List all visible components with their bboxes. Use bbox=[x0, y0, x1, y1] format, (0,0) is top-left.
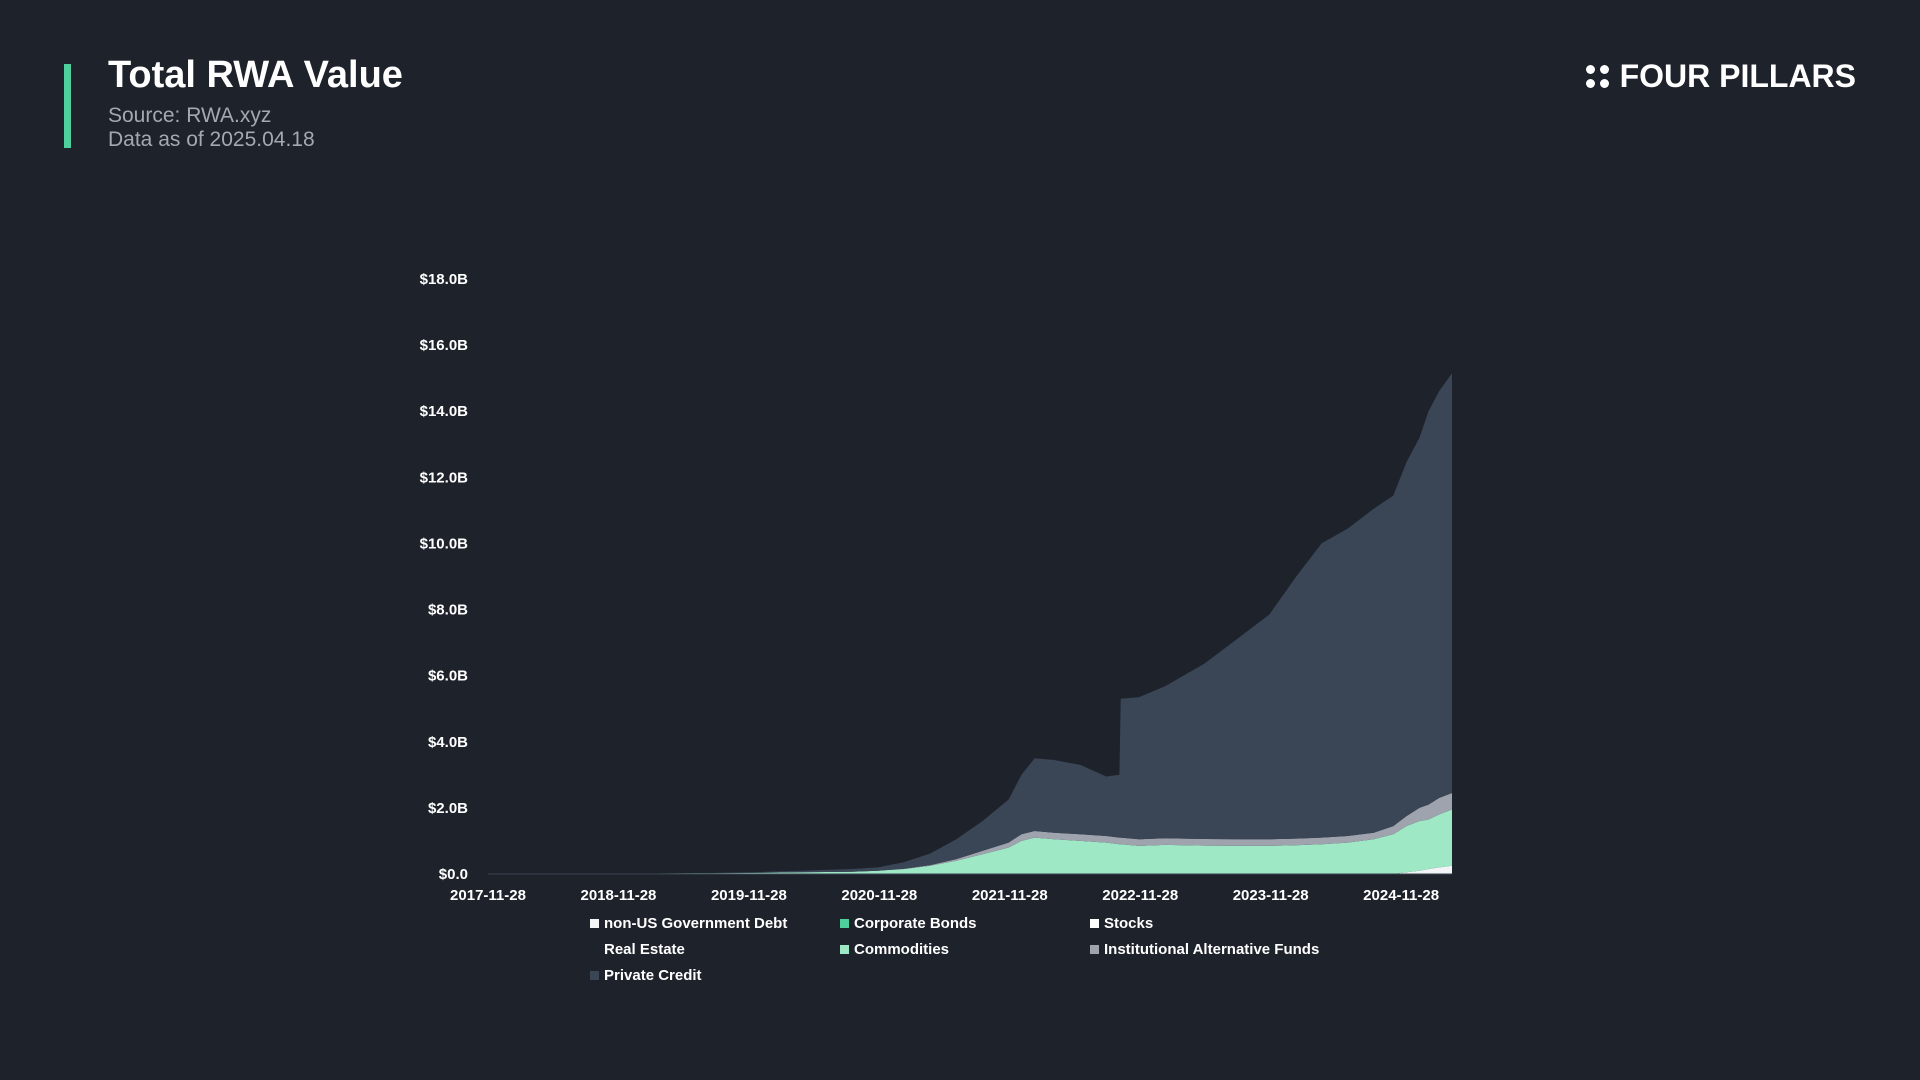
legend-swatch bbox=[590, 971, 599, 980]
legend-label: Private Credit bbox=[604, 967, 702, 984]
y-tick-label: $10.0B bbox=[420, 535, 469, 552]
legend-label: Commodities bbox=[854, 941, 950, 958]
chart-title: Total RWA Value bbox=[108, 54, 403, 96]
y-tick-label: $2.0B bbox=[428, 800, 468, 817]
y-tick-label: $14.0B bbox=[420, 403, 469, 420]
y-tick-label: $16.0B bbox=[420, 337, 469, 354]
x-axis-ticks: 2017-11-28 2018-11-28 2019-11-28 2020-11-28… bbox=[450, 887, 1439, 904]
legend-item: Commodities bbox=[840, 941, 1090, 958]
brand-name: FOUR PILLARS bbox=[1619, 58, 1856, 94]
legend-swatch bbox=[840, 945, 849, 954]
y-tick-label: $12.0B bbox=[420, 469, 469, 486]
legend-item: Corporate Bonds bbox=[840, 915, 1090, 932]
legend-item: non-US Government Debt bbox=[590, 915, 840, 932]
x-tick-label: 2019-11-28 bbox=[711, 887, 787, 904]
legend-swatch bbox=[590, 919, 599, 928]
x-tick-label: 2023-11-28 bbox=[1233, 887, 1309, 904]
x-tick-label: 2022-11-28 bbox=[1102, 887, 1178, 904]
chart-data-date: Data as of 2025.04.18 bbox=[108, 128, 315, 151]
x-tick-label: 2020-11-28 bbox=[841, 887, 917, 904]
four-dots-logo-icon bbox=[1585, 64, 1610, 89]
area-series-commodities bbox=[488, 809, 1452, 874]
legend-swatch bbox=[1090, 945, 1099, 954]
legend-item: Private Credit bbox=[590, 967, 840, 984]
x-tick-label: 2024-11-28 bbox=[1363, 887, 1439, 904]
chart-source: Source: RWA.xyz bbox=[108, 104, 272, 127]
legend-label: Institutional Alternative Funds bbox=[1104, 941, 1320, 958]
chart-legend: non-US Government Debt Corporate Bonds Sto… bbox=[590, 915, 1350, 984]
legend-item: Real Estate bbox=[590, 941, 840, 958]
x-tick-label: 2018-11-28 bbox=[580, 887, 656, 904]
legend-swatch bbox=[1090, 919, 1099, 928]
y-tick-label: $4.0B bbox=[428, 734, 468, 751]
y-tick-label: $0.0 bbox=[439, 866, 468, 883]
brand-logo: FOUR PILLARS bbox=[1585, 58, 1856, 95]
y-axis-ticks: $0.0 $2.0B $4.0B $6.0B $8.0B $10.0B $12.0B $14.… bbox=[420, 271, 469, 883]
title-accent-bar bbox=[64, 64, 71, 148]
legend-swatch bbox=[590, 945, 599, 954]
chart-areas bbox=[488, 373, 1452, 875]
x-tick-label: 2021-11-28 bbox=[972, 887, 1048, 904]
legend-label: Real Estate bbox=[604, 941, 685, 958]
legend-label: Corporate Bonds bbox=[854, 915, 977, 932]
x-tick-label: 2017-11-28 bbox=[450, 887, 526, 904]
y-tick-label: $8.0B bbox=[428, 602, 468, 619]
area-series-private-credit bbox=[488, 373, 1452, 874]
y-tick-label: $18.0B bbox=[420, 271, 469, 288]
y-tick-label: $6.0B bbox=[428, 668, 468, 685]
legend-label: non-US Government Debt bbox=[604, 915, 788, 932]
legend-item: Institutional Alternative Funds bbox=[1090, 941, 1350, 958]
legend-swatch bbox=[840, 919, 849, 928]
legend-label: Stocks bbox=[1104, 915, 1154, 932]
legend-item: Stocks bbox=[1090, 915, 1350, 932]
